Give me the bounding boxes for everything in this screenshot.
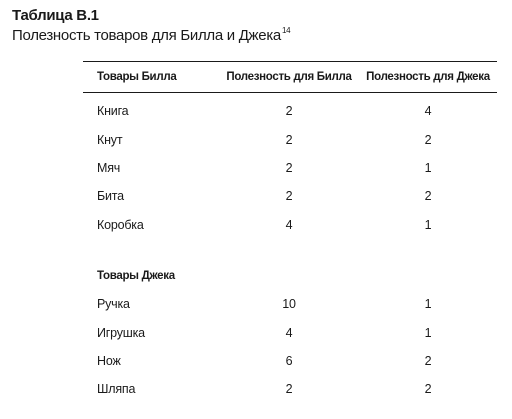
header-rule [83, 92, 497, 93]
utility-bill-value: 4 [285, 325, 293, 340]
item-name: Кнут [97, 132, 123, 147]
bill-items-section: Книга 2 4 Кнут 2 2 Мяч 2 1 Бита 2 2 Коро… [83, 97, 497, 239]
item-name: Игрушка [97, 325, 145, 340]
utility-bill-value: 2 [285, 189, 293, 204]
utility-jack-value: 2 [424, 382, 432, 397]
item-name: Нож [97, 353, 121, 368]
table-row: Нож 6 2 [83, 347, 497, 375]
utility-jack-value: 1 [424, 325, 432, 340]
utility-jack-value: 1 [424, 217, 432, 232]
utility-bill-value: 2 [285, 104, 293, 119]
header-bill-items: Товары Билла [97, 71, 177, 83]
utility-bill-value: 10 [282, 297, 296, 312]
table-row: Коробка 4 1 [83, 211, 497, 239]
utility-bill-value: 6 [285, 353, 293, 368]
utility-jack-value: 4 [424, 104, 432, 119]
footnote-marker: 14 [281, 26, 291, 35]
jack-items-section: Ручка 10 1 Игрушка 4 1 Нож 6 2 Шляпа 2 2 [83, 290, 497, 404]
utility-jack-value: 2 [424, 353, 432, 368]
utility-bill-value: 2 [285, 160, 293, 175]
item-name: Коробка [97, 217, 144, 232]
jack-items-heading: Товары Джека [97, 269, 175, 282]
table-label: Таблица B.1 [12, 7, 99, 24]
table-row: Мяч 2 1 [83, 154, 497, 182]
table-row: Ручка 10 1 [83, 290, 497, 318]
item-name: Ручка [97, 297, 130, 312]
utility-jack-value: 1 [424, 160, 432, 175]
table-row: Шляпа 2 2 [83, 375, 497, 403]
utility-jack-value: 1 [424, 297, 432, 312]
table-caption: Таблица B.1 Полезность товаров для Билла… [12, 7, 291, 45]
table-title-text: Полезность товаров для Билла и Джека [12, 27, 281, 44]
utility-jack-value: 2 [424, 189, 432, 204]
utility-bill-value: 2 [285, 382, 293, 397]
header-utility-jack: Полезность для Джека [366, 71, 490, 83]
table-row: Игрушка 4 1 [83, 318, 497, 346]
utility-jack-value: 2 [424, 132, 432, 147]
table-row: Кнут 2 2 [83, 125, 497, 153]
item-name: Книга [97, 104, 129, 119]
utility-bill-value: 2 [285, 132, 293, 147]
table-header-row: Товары Билла Полезность для Билла Полезн… [83, 62, 497, 92]
item-name: Шляпа [97, 382, 136, 397]
top-rule [83, 61, 497, 62]
table-title: Полезность товаров для Билла и Джека14 [12, 26, 291, 45]
table-row: Книга 2 4 [83, 97, 497, 125]
utility-bill-value: 4 [285, 217, 293, 232]
utility-table: Товары Билла Полезность для Билла Полезн… [83, 61, 497, 404]
header-utility-bill: Полезность для Билла [226, 71, 352, 83]
item-name: Мяч [97, 160, 121, 175]
item-name: Бита [97, 189, 124, 204]
table-row: Бита 2 2 [83, 182, 497, 210]
